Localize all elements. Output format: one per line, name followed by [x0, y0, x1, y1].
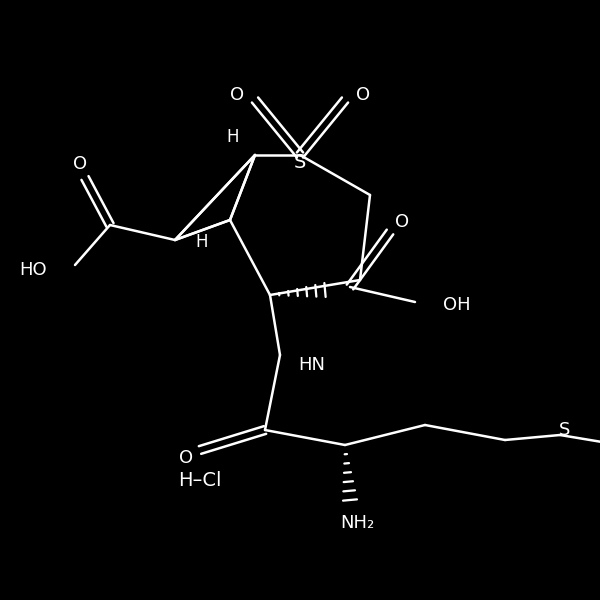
Text: H–Cl: H–Cl	[178, 470, 222, 490]
Text: HN: HN	[298, 356, 325, 374]
Text: O: O	[73, 155, 87, 173]
Text: S: S	[294, 154, 306, 173]
Text: O: O	[230, 86, 244, 104]
Text: HO: HO	[19, 261, 47, 279]
Text: S: S	[559, 421, 571, 439]
Text: O: O	[179, 449, 193, 467]
Text: H: H	[227, 128, 239, 146]
Text: O: O	[395, 213, 409, 231]
Text: NH₂: NH₂	[340, 514, 374, 532]
Text: OH: OH	[443, 296, 470, 314]
Text: H: H	[196, 233, 208, 251]
Text: O: O	[356, 86, 370, 104]
